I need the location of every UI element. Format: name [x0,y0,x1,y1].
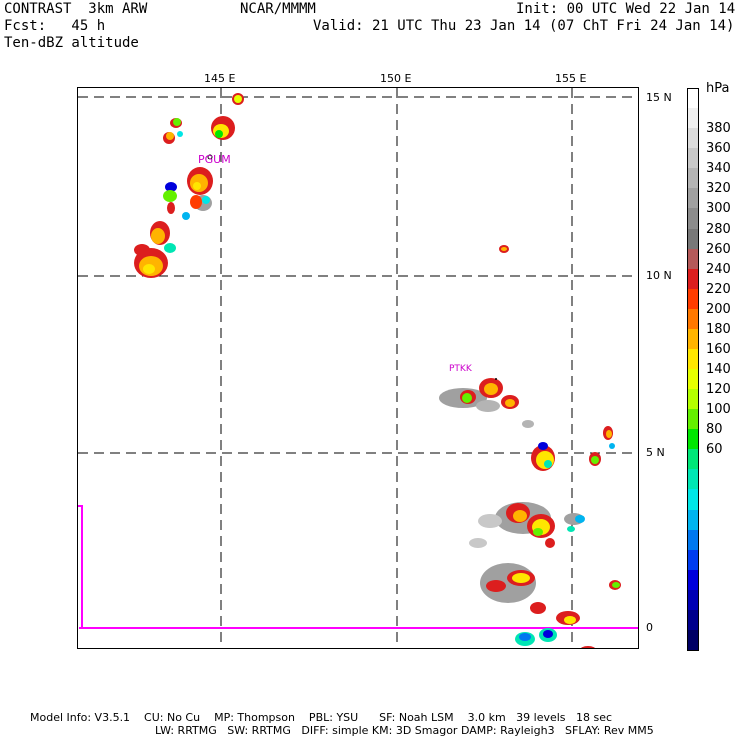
station-pgum-label: PGUM [198,153,231,166]
station-ptkk-marker [495,378,497,380]
colorbar-swatch [687,208,699,230]
colorbar-swatch [687,449,699,470]
init-time: Init: 00 UTC Wed 22 Jan 14 [516,1,736,17]
colorbar-swatch [687,268,699,290]
colorbar-label: 280 [706,221,731,237]
station-pgum-marker [207,154,213,160]
map-canvas: PGUM PTKK [78,88,638,648]
colorbar-unit: hPa [706,81,730,96]
organization: NCAR/MMMM [240,1,316,17]
colorbar-swatch [687,168,699,189]
field-name: Ten-dBZ altitude [4,35,139,51]
colorbar-swatch [687,128,699,149]
colorbar-swatch [687,409,699,430]
model-info-line1: Model Info: V3.5.1 CU: No Cu MP: Thompso… [30,711,613,724]
lat-lon-grid [78,88,638,648]
colorbar-swatch [687,529,699,551]
colorbar-swatch [687,188,699,209]
colorbar-label: 80 [706,422,723,438]
colorbar-swatch [687,148,699,169]
lon-label-145: 145 E [204,72,236,85]
colorbar-swatch [687,469,699,490]
model-info-line2: LW: RRTMG SW: RRTMG DIFF: simple KM: 3D … [155,724,654,737]
colorbar-label: 300 [706,201,731,217]
colorbar-swatch [687,549,699,571]
domain-boundary-line [78,505,83,629]
station-markers: PGUM PTKK [198,153,497,380]
colorbar-label: 240 [706,261,731,277]
colorbar-label: 160 [706,341,731,357]
lon-label-150: 150 E [380,72,412,85]
colorbar-swatch [687,569,699,591]
colorbar-label: 380 [706,121,731,137]
colorbar-swatch [687,288,699,310]
lat-label-0: 0 [646,621,653,634]
map-plot[interactable]: PGUM PTKK [77,87,639,649]
colorbar-label: 180 [706,321,731,337]
colorbar-swatch [687,248,699,270]
station-ptkk-label: PTKK [449,364,473,374]
cell-cluster-carolines [439,378,615,471]
lat-label-5n: 5 N [646,446,665,459]
colorbar-label: 60 [706,442,723,458]
colorbar-swatch [687,369,699,390]
colorbar-swatch [687,88,699,109]
colorbar-swatch [687,228,699,250]
colorbar-swatch [687,429,699,450]
colorbar-swatch [687,509,699,531]
cell-cluster-near-equator [469,502,621,648]
colorbar-swatch [687,308,699,330]
colorbar-label: 200 [706,301,731,317]
colorbar-swatch [687,489,699,511]
valid-time: Valid: 21 UTC Thu 23 Jan 14 (07 ChT Fri … [313,18,735,34]
colorbar-label: 140 [706,362,731,377]
colorbar-swatch [687,108,699,129]
colorbar-label: 220 [706,281,731,297]
colorbar-label: 100 [706,402,731,418]
colorbar-swatch [687,328,699,350]
cell-cluster-marianas [134,93,244,278]
colorbar-label: 320 [706,181,731,197]
cell-isolated-11n [499,245,509,253]
forecast-hour: Fcst: 45 h [4,18,106,34]
colorbar-swatch [687,348,699,370]
colorbar-swatch [687,389,699,410]
colorbar-label: 120 [706,382,731,398]
lat-label-10n: 10 N [646,269,672,282]
model-title: CONTRAST 3km ARW [4,1,148,17]
colorbar-swatch [687,589,699,611]
colorbar-label: 340 [706,161,731,177]
colorbar-swatch [687,609,699,631]
lon-label-155: 155 E [555,72,587,85]
colorbar-swatch [687,629,699,651]
colorbar-label: 360 [706,141,731,157]
lat-label-15n: 15 N [646,91,672,104]
colorbar-label: 260 [706,241,731,257]
